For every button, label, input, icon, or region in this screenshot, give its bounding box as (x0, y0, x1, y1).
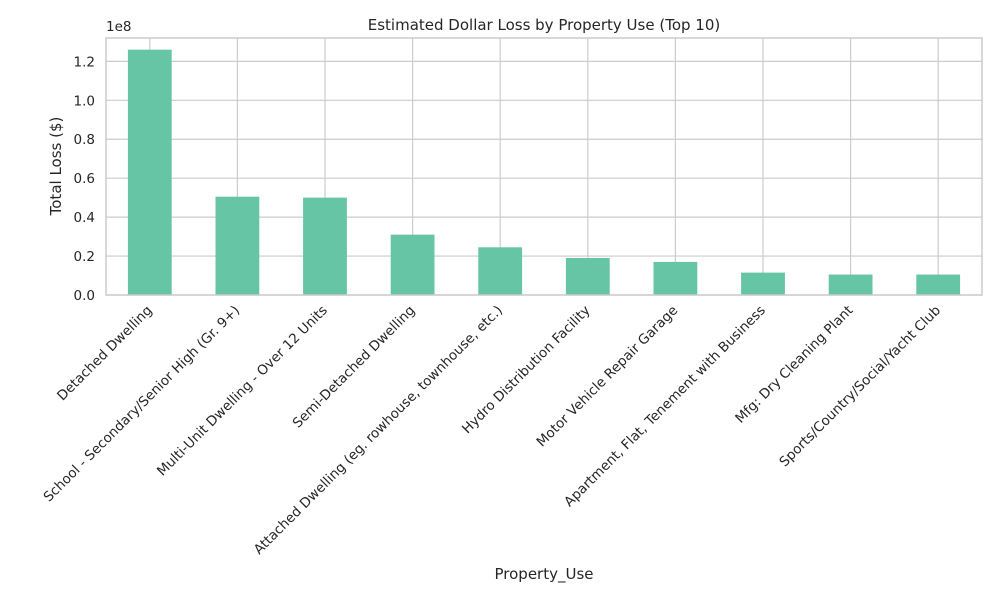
chart-title: Estimated Dollar Loss by Property Use (T… (368, 16, 720, 34)
y-axis-label: Total Loss ($) (47, 117, 65, 217)
y-tick-label: 0.2 (74, 249, 95, 265)
y-offset-label: 1e8 (106, 19, 131, 35)
plot-frame (105, 37, 983, 296)
bar (303, 197, 347, 295)
y-tick-label: 1.0 (74, 93, 95, 109)
bar (741, 272, 785, 295)
y-tick-labels: 0.0 0.2 0.4 0.6 0.8 1.0 1.2 (74, 54, 95, 304)
axes-frame (105, 37, 983, 296)
bar (565, 258, 610, 295)
y-tick-label: 0.8 (74, 132, 95, 148)
bar (828, 274, 873, 295)
bar (215, 196, 260, 295)
bar (653, 261, 698, 295)
bar (390, 234, 435, 295)
y-tick-label: 0.4 (74, 210, 95, 226)
bars (127, 49, 961, 295)
x-axis-label: Property_Use (495, 565, 594, 584)
bar (478, 247, 523, 295)
y-tick-label: 0.0 (74, 288, 95, 304)
bar (916, 274, 961, 295)
y-tick-label: 1.2 (74, 54, 95, 70)
y-tick-label: 0.6 (74, 171, 95, 187)
bar (127, 49, 172, 295)
